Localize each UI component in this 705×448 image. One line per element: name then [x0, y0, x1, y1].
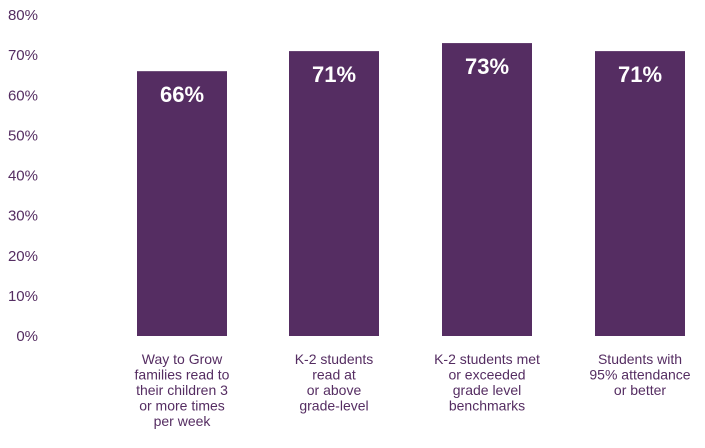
bar-value-label: 66% [160, 82, 204, 107]
category-label: K-2 students read at or above grade-level [295, 351, 374, 414]
category-label-line: or above [307, 382, 362, 398]
category-label-line: or better [614, 382, 666, 398]
y-tick-label: 80% [8, 7, 38, 24]
category-label-line: per week [154, 413, 212, 429]
category-label-line: their children 3 [136, 382, 228, 398]
category-label-line: grade level [453, 382, 522, 398]
bar [137, 71, 227, 337]
y-tick-label: 10% [8, 288, 38, 305]
category-label: Way to Grow families read to their childre… [135, 351, 230, 429]
y-tick-label: 70% [8, 47, 38, 64]
category-label-line: read at [312, 367, 356, 383]
category-label-line: Way to Grow [142, 351, 223, 367]
category-label-line: Students with [598, 351, 682, 367]
bar [289, 51, 379, 337]
category-label-line: grade-level [299, 398, 368, 414]
category-label-line: families read to [135, 367, 230, 383]
y-tick-label: 50% [8, 127, 38, 144]
bar [442, 43, 532, 337]
bar [595, 51, 685, 337]
y-tick-label: 0% [16, 328, 38, 345]
category-label-line: or more times [139, 398, 225, 414]
category-label-line: K-2 students [295, 351, 374, 367]
category-label-line: benchmarks [449, 398, 525, 414]
category-label-line: 95% attendance [589, 367, 690, 383]
y-tick-label: 30% [8, 208, 38, 225]
bar-value-label: 71% [618, 62, 662, 87]
bar-value-label: 73% [465, 54, 509, 79]
category-label-line: or exceeded [448, 367, 525, 383]
bar-value-label: 71% [312, 62, 356, 87]
category-label-line: K-2 students met [434, 351, 540, 367]
y-tick-label: 20% [8, 248, 38, 265]
category-label: K-2 students met or exceeded grade level be… [434, 351, 540, 414]
y-tick-label: 40% [8, 168, 38, 185]
category-label: Students with 95% attendance or better [589, 351, 690, 398]
y-tick-label: 60% [8, 87, 38, 104]
